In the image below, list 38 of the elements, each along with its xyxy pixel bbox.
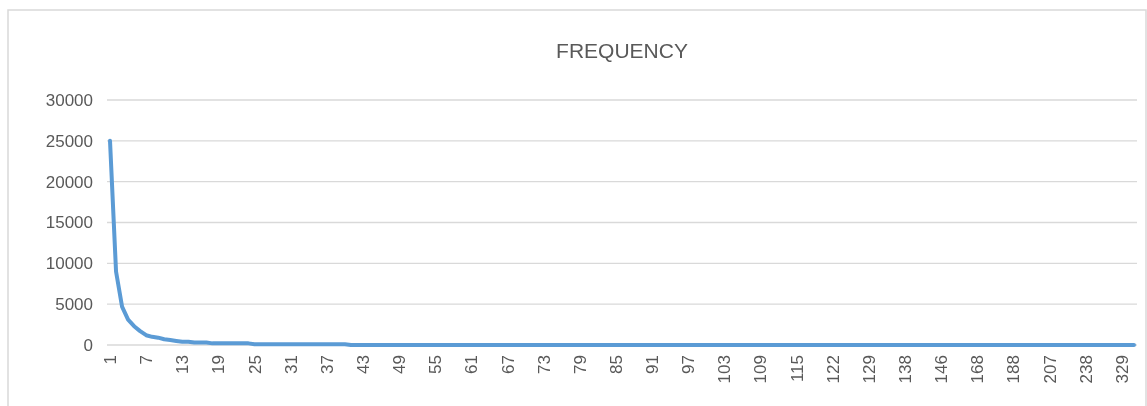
x-tick-label: 138 [896,355,916,384]
y-tick-label: 15000 [45,213,93,233]
y-tick-label: 10000 [45,254,93,274]
x-tick-label: 31 [281,355,301,374]
x-tick-label: 67 [498,355,518,374]
x-tick-label: 1 [100,355,120,365]
x-tick-label: 103 [715,355,735,384]
x-tick-label: 7 [137,355,157,365]
x-tick-label: 115 [787,355,807,383]
x-tick-label: 37 [317,355,337,374]
x-tick-label: 168 [968,355,988,384]
x-tick-label: 129 [859,355,879,384]
x-tick-label: 207 [1040,355,1060,384]
y-tick-label: 5000 [55,295,93,315]
chart-title: FREQUENCY [556,39,688,62]
y-tick-label: 30000 [45,90,93,110]
x-tick-label: 79 [570,355,590,374]
x-tick-label: 61 [462,355,482,374]
x-tick-label: 13 [173,355,193,374]
x-tick-label: 238 [1076,355,1096,384]
x-tick-label: 73 [534,355,554,374]
x-tick-label: 97 [679,355,699,374]
x-tick-label: 43 [353,355,373,374]
x-tick-label: 19 [209,355,229,374]
y-tick-label: 20000 [45,172,93,192]
x-tick-label: 91 [643,355,663,374]
x-tick-label: 25 [245,355,265,374]
x-tick-label: 49 [390,355,410,374]
x-tick-label: 122 [823,355,843,384]
x-tick-label: 55 [426,355,446,374]
y-tick-label: 0 [83,335,93,355]
x-tick-label: 85 [606,355,626,374]
line-series [108,138,1136,347]
x-tick-label: 109 [751,355,771,384]
x-tick-label: 329 [1112,355,1132,384]
y-tick-label: 25000 [45,131,93,151]
x-tick-label: 146 [932,355,952,384]
x-tick-label: 188 [1004,355,1024,384]
